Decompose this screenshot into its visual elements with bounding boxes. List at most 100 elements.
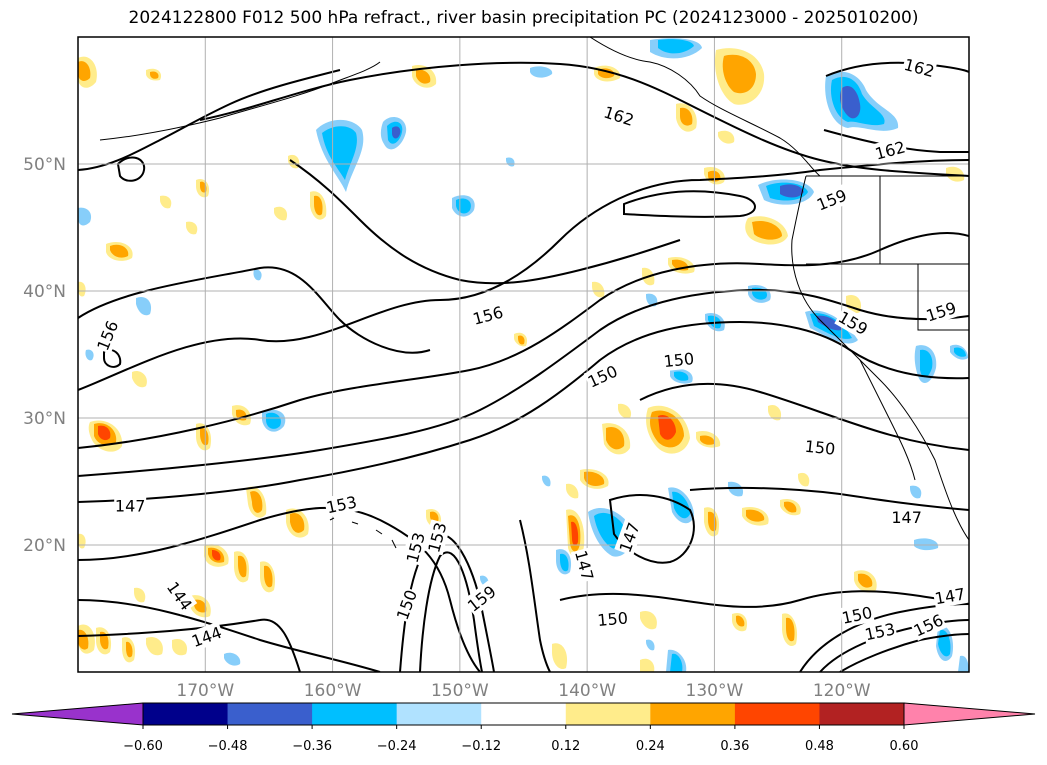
colorbar-tick-label: 0.36 [720,739,749,754]
baja-coastline [859,359,916,481]
positive-anomaly-area [134,587,146,603]
positive-anomaly-area [146,636,163,656]
positive-anomaly-area [314,195,323,216]
contour-label-background [162,576,198,615]
negative-anomaly-area [646,293,658,307]
positive-anomaly-area [722,54,756,94]
positive-anomaly-area [212,550,221,561]
positive-anomaly-area [78,629,89,650]
longitude-label: 170°W [176,681,234,701]
contour-label-background [323,491,360,518]
latitude-label: 40°N [23,282,66,302]
positive-anomaly-area [606,426,625,450]
negative-anomaly-area [780,184,804,198]
latitude-label: 20°N [23,536,66,556]
positive-anomaly-area [150,71,159,79]
contour-label-background [469,301,506,329]
colorbar: −0.60 −0.48 −0.36 −0.24 −0.12 0.12 0.24 0.36 0.4… [11,702,1036,754]
negative-anomaly-area [646,639,655,651]
contour-label-text: 150 [597,608,629,630]
positive-anomaly-area [786,617,795,642]
positive-anomaly-area [640,610,657,630]
positive-anomaly-area [592,281,605,298]
colorbar-tick-label: −0.12 [461,739,501,754]
map-frame [77,36,970,673]
positive-anomaly-area [78,61,91,81]
positive-anomaly-area [250,491,263,513]
positive-anomaly-area [680,107,693,126]
contour-label-background [872,136,909,164]
latitude-label: 50°N [23,155,66,175]
longitude-label: 120°W [813,681,871,701]
colorbar-tick-label: 0.60 [890,739,919,754]
contour-line [78,266,431,354]
colorbar-tick-label: 0.24 [636,739,665,754]
contour-line [823,129,969,154]
negative-anomaly-area [658,39,694,54]
positive-anomaly-area [752,220,782,240]
colorbar-bin [481,703,567,725]
negative-anomaly-area [85,349,94,361]
contour-line [78,69,341,171]
precipitation-shading [78,38,969,672]
colorbar-tick-label: −0.48 [208,739,248,754]
contour-label-background [188,621,226,652]
colorbar-bin [227,703,313,725]
negative-anomaly-area [560,553,569,572]
positive-anomaly-area [194,599,207,613]
positive-anomaly-area [98,425,111,441]
contour-label: 147 [890,507,923,528]
contour-label-background [401,529,430,566]
negative-anomaly-area [920,349,933,378]
positive-anomaly-area [186,221,198,235]
positive-anomaly-area [768,404,782,421]
negative-anomaly-area [670,653,683,672]
map-background [78,37,969,672]
positive-anomaly-area [736,615,745,627]
coastlines [99,37,969,549]
contour-label-background [661,347,696,372]
positive-anomaly-area [618,403,632,419]
state-borders [806,176,969,331]
contour-label: 147 [114,495,147,516]
contour-line [519,519,551,672]
contour-label-background [423,519,451,556]
positive-anomaly-area [700,435,715,445]
positive-anomaly-area [798,472,810,487]
colorbar-bin [312,703,398,725]
positive-anomaly-area [100,631,109,650]
negative-anomaly-area [910,485,922,499]
contour-label-background [583,360,622,392]
contour-label-background [862,618,898,645]
longitude-label: 150°W [431,681,489,701]
chart-title: 2024122800 F012 500 hPa refract., river … [128,8,919,28]
latitude-label: 30°N [23,409,66,429]
contour-label-text: 147 [115,497,146,516]
colorbar-bin [565,703,651,725]
colorbar-outline [142,702,905,726]
colorbar-bin [650,703,736,725]
positive-anomaly-area [858,573,873,588]
contour-line [116,156,146,182]
negative-anomaly-area [958,655,969,672]
contour-line [839,633,969,672]
contour-line [78,506,481,672]
contour-label: 153 [423,519,451,556]
negative-anomaly-area [392,126,401,139]
contour-label-background [932,583,968,609]
positive-anomaly-area [571,521,579,546]
negative-anomaly-area [253,269,262,281]
positive-anomaly-area [784,501,797,513]
contour-label-text: 147 [891,508,922,527]
positive-anomaly-area [126,641,133,658]
contour-label-background [600,101,638,131]
contour-label-background [922,296,960,326]
positive-anomaly-area [160,195,172,209]
contour-label-background [614,518,645,556]
hawaii-islands [329,517,397,549]
longitude-labels: 170°W 160°W 150°W 140°W 130°W 120°W [176,681,870,701]
negative-anomaly-area [674,371,689,381]
contour-label-background [114,495,147,516]
